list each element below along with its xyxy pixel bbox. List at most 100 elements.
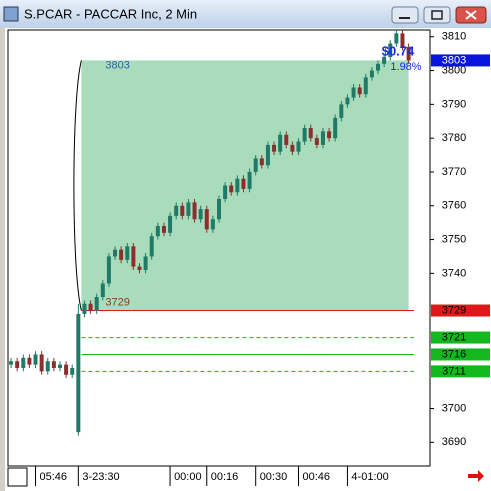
candle-body xyxy=(76,313,81,433)
candle-body xyxy=(406,46,411,61)
candle-body xyxy=(204,209,209,230)
x-tick-label: 00:46 xyxy=(303,471,331,483)
candle-body xyxy=(57,364,62,368)
candle-body xyxy=(235,178,240,193)
candle-body xyxy=(400,33,405,47)
candle-body xyxy=(113,249,118,257)
range-low-label: 3729 xyxy=(105,296,129,308)
y-tick-label: 3800 xyxy=(442,64,466,76)
candle-body xyxy=(106,256,111,284)
candle-body xyxy=(241,178,246,189)
corner-box[interactable] xyxy=(7,467,28,487)
candle-body xyxy=(302,128,307,142)
candle-body xyxy=(345,97,350,105)
candle-body xyxy=(339,104,344,118)
window-title: S.PCAR - PACCAR Inc, 2 Min xyxy=(24,6,197,21)
y-tick-label: 3770 xyxy=(442,166,466,178)
candle-body xyxy=(174,205,179,216)
scroll-arrow[interactable] xyxy=(468,470,484,482)
candle-body xyxy=(278,134,283,152)
candle-body xyxy=(88,303,93,311)
candle-body xyxy=(394,33,399,44)
candle-body xyxy=(357,87,362,95)
candle-body xyxy=(119,249,124,260)
range-high-label: 3803 xyxy=(105,59,129,71)
candle-body xyxy=(376,63,381,71)
candle-body xyxy=(296,141,301,152)
candle-body xyxy=(217,198,221,220)
level-label: 3711 xyxy=(442,365,466,377)
candle-body xyxy=(253,158,258,172)
maximize-icon xyxy=(431,10,443,20)
annotation: 1.98% xyxy=(390,61,421,73)
y-tick-label: 3810 xyxy=(442,31,466,43)
level-marker xyxy=(431,304,490,317)
candle-body xyxy=(369,70,374,78)
candle-body xyxy=(223,185,228,199)
maximize-button[interactable] xyxy=(423,6,451,24)
candle-body xyxy=(363,77,368,95)
candle-body xyxy=(210,219,215,230)
level-label: 3803 xyxy=(442,54,466,66)
candle-body xyxy=(180,205,185,216)
candle-body xyxy=(155,226,160,237)
minimize-button[interactable] xyxy=(391,6,419,24)
candle-body xyxy=(259,158,264,166)
candle-body xyxy=(192,202,197,220)
candle-body xyxy=(320,131,325,145)
candle-body xyxy=(82,303,87,314)
x-tick-label: 00:16 xyxy=(211,471,239,483)
range-curve xyxy=(73,60,82,311)
close-icon xyxy=(465,10,477,20)
candle-body xyxy=(94,297,99,311)
candle-body xyxy=(149,236,154,257)
level-marker xyxy=(431,54,490,67)
x-tick-label: 3-23:30 xyxy=(82,471,119,483)
candle-body xyxy=(229,185,234,193)
candle-body xyxy=(45,361,50,372)
candle-body xyxy=(131,246,136,267)
candle-body xyxy=(186,202,191,216)
candle-body xyxy=(137,266,142,270)
candle-body xyxy=(143,256,148,270)
candle-body xyxy=(290,144,295,152)
level-label: 3716 xyxy=(442,348,466,360)
candle-body xyxy=(70,367,75,375)
plot: 3803 3729 3690 3700 3740 3750 3760 3770 3780 3790… xyxy=(9,30,490,486)
candle-body xyxy=(125,246,130,260)
candle-body xyxy=(33,354,38,365)
y-tick-label: 3700 xyxy=(442,402,466,414)
candle-body xyxy=(314,138,319,145)
candle-body xyxy=(168,215,173,233)
x-tick-label: 00:30 xyxy=(260,471,288,483)
candle-body xyxy=(27,357,32,365)
y-tick-label: 3780 xyxy=(442,132,466,144)
x-tick-label: 00:00 xyxy=(174,471,202,483)
x-tick-label: 4-01:00 xyxy=(351,471,388,483)
level-marker xyxy=(431,331,490,344)
y-tick-label: 3760 xyxy=(442,200,466,212)
y-tick-label: 3740 xyxy=(442,267,466,279)
x-tick-label: 05:46 xyxy=(40,471,68,483)
candle-body xyxy=(308,128,313,139)
candle-body xyxy=(388,43,393,58)
candle-body xyxy=(284,134,289,145)
candle-body xyxy=(247,171,252,189)
y-tick-label: 3750 xyxy=(442,233,466,245)
candle-body xyxy=(272,144,277,152)
candle-body xyxy=(39,354,44,372)
annotation: $0.74 xyxy=(382,43,415,58)
candle-body xyxy=(351,87,356,98)
candle-body xyxy=(265,144,270,166)
candle-body xyxy=(333,117,338,139)
candle-body xyxy=(9,361,14,365)
level-label: 3721 xyxy=(442,331,466,343)
level-marker xyxy=(431,365,490,378)
level-marker xyxy=(431,348,490,361)
candle-body xyxy=(51,361,56,368)
candle-body xyxy=(327,131,332,139)
candle-body xyxy=(21,357,26,368)
candle-body xyxy=(161,226,166,233)
candle-body xyxy=(15,361,20,368)
